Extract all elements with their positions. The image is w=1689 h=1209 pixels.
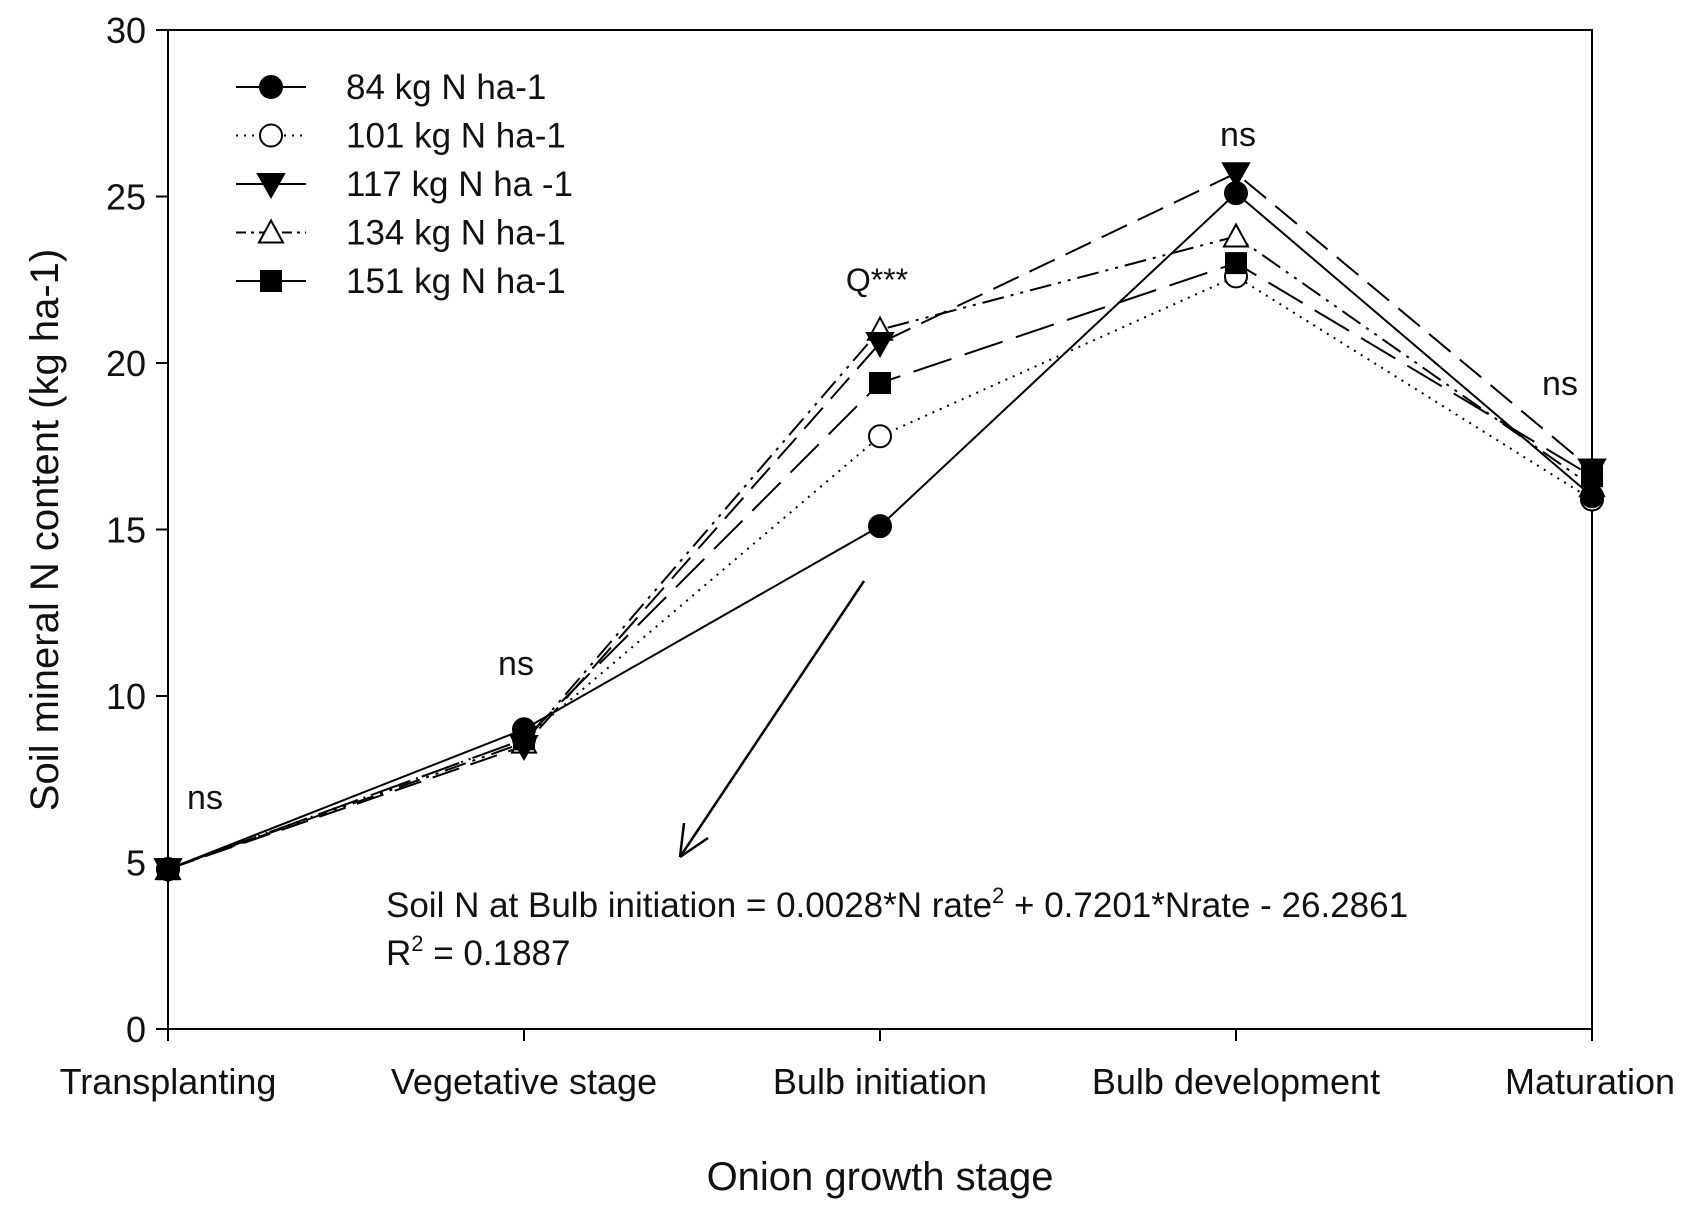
legend-marker (260, 270, 282, 292)
legend-marker (256, 173, 286, 200)
legend-label: 101 kg N ha-1 (346, 117, 566, 156)
r-squared-value: = 0.1887 (424, 934, 571, 973)
y-axis-title: Soil mineral N content (kg ha-1) (23, 249, 67, 811)
data-point (1224, 181, 1248, 206)
legend: 84 kg N ha-1 101 kg N ha-1 117 kg N ha -1 1… (236, 68, 573, 301)
data-point (868, 424, 892, 449)
r-squared-exponent: 2 (411, 931, 423, 956)
r-squared-symbol: R (386, 934, 411, 973)
significance-labels: ns ns Q*** ns ns (187, 116, 1578, 817)
legend-marker (259, 75, 283, 99)
regression-equation: Soil N at Bulb initiation = 0.0028*N rat… (386, 883, 1408, 925)
series-line (167, 172, 1593, 871)
data-point (156, 857, 180, 882)
significance-label: ns (1220, 116, 1256, 154)
x-tick-label: Vegetative stage (391, 1061, 657, 1102)
legend-marker (259, 123, 283, 148)
data-point (1222, 222, 1250, 248)
series-markers (153, 162, 1607, 885)
data-point (1221, 162, 1251, 189)
legend-label: 134 kg N ha-1 (346, 214, 566, 253)
x-tick-label: Transplanting (60, 1061, 277, 1102)
r-squared: R2 = 0.1887 (386, 931, 570, 973)
x-axis: Transplanting Vegetative stage Bulb initia… (60, 1029, 1675, 1102)
y-tick-label: 0 (126, 1009, 146, 1050)
significance-label: Q*** (846, 262, 908, 298)
x-tick-label: Bulb initiation (773, 1061, 987, 1102)
legend-label: 84 kg N ha-1 (346, 68, 546, 107)
legend-label: 151 kg N ha-1 (346, 262, 566, 301)
series-line (167, 275, 1593, 871)
legend-marker (257, 218, 285, 244)
y-tick-label: 10 (106, 676, 146, 717)
y-tick-label: 15 (106, 510, 146, 551)
y-tick-label: 20 (106, 343, 146, 384)
data-point (1580, 484, 1604, 509)
significance-label: ns (1542, 365, 1578, 403)
y-tick-label: 25 (106, 177, 146, 218)
equation-prefix: Soil N at Bulb initiation = 0.0028*N rat… (386, 886, 992, 925)
y-tick-label: 30 (106, 10, 146, 51)
significance-label: ns (498, 645, 534, 683)
data-point (1225, 252, 1247, 275)
data-point (865, 332, 895, 359)
data-point (512, 717, 536, 742)
data-point (869, 371, 891, 394)
x-tick-label: Maturation (1505, 1061, 1675, 1102)
y-axis: 0 5 10 15 20 25 30 (106, 10, 168, 1050)
legend-label: 117 kg N ha -1 (346, 165, 573, 204)
data-point (868, 514, 892, 539)
x-tick-label: Bulb development (1092, 1061, 1380, 1102)
data-point (1581, 465, 1603, 488)
equation-exponent: 2 (992, 883, 1004, 908)
equation-suffix: + 0.7201*Nrate - 26.2861 (1004, 886, 1408, 925)
significance-label: ns (187, 779, 223, 817)
annotation-arrow (678, 580, 866, 859)
y-tick-label: 5 (126, 843, 146, 884)
x-axis-title: Onion growth stage (707, 1155, 1054, 1199)
